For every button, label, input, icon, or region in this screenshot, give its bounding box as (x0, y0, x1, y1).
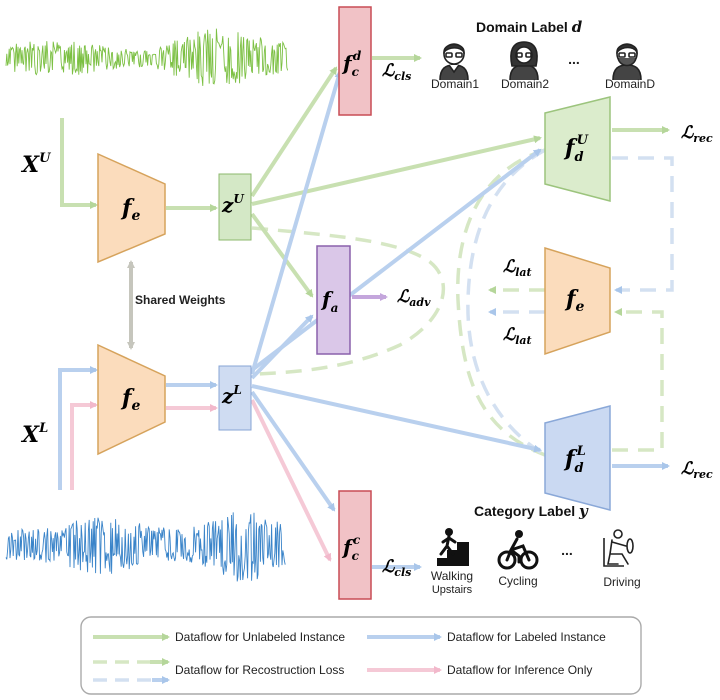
driving-label: Driving (603, 575, 640, 589)
cycling-icon (497, 530, 539, 570)
svg-text:zU: zU (221, 192, 245, 217)
legend-labeled-text: Dataflow for Labeled Instance (447, 630, 606, 644)
svg-text:fe: fe (564, 286, 584, 315)
domaind-avatar-icon (612, 43, 642, 81)
cycling-label: Cycling (498, 574, 537, 588)
svg-text:zL: zL (221, 383, 242, 408)
driving-icon (603, 529, 634, 567)
decoder-unlabeled: fdU (544, 96, 611, 202)
domain-classifier: fcd (338, 6, 372, 116)
labeled-flows (58, 70, 670, 512)
category-cls-loss: ℒcls (382, 557, 411, 579)
latent-zu: zU (218, 173, 252, 241)
labeled-signal-waveform (5, 512, 286, 582)
input-unlabeled-label: XU (20, 151, 51, 178)
walking-label: Walking (431, 569, 473, 583)
domaind-label: DomainD (605, 77, 655, 91)
svg-text:fcd: fcd (341, 49, 362, 79)
domain1-label: Domain1 (431, 77, 479, 91)
svg-text:fe: fe (120, 195, 140, 224)
input-labeled-label: XL (20, 421, 48, 448)
svg-text:fdU: fdU (563, 133, 589, 165)
walking-upstairs-icon (437, 528, 469, 566)
legend-inference-text: Dataflow for Inference Only (447, 663, 592, 677)
lat-loss-unlabeled: ℒlat (503, 257, 532, 279)
legend-unlabeled-text: Dataflow for Unlabeled Instance (175, 630, 345, 644)
decoder-labeled: fdL (544, 405, 611, 511)
latent-encoder: fe (544, 246, 611, 356)
waveform-trace (5, 28, 289, 86)
legend: Dataflow for Unlabeled Instance Dataflow… (80, 616, 642, 695)
category-ellipsis: ... (561, 542, 573, 558)
upstairs-label: Upstairs (432, 584, 473, 596)
legend-reconstruction-text: Dataflow for Recostruction Loss (175, 663, 344, 677)
domain1-avatar-icon (439, 43, 469, 81)
domain2-label: Domain2 (501, 77, 549, 91)
rec-loss-labeled: ℒrec (681, 459, 713, 481)
unlabeled-flows (60, 54, 670, 298)
encoder-unlabeled: fe (97, 152, 166, 264)
reconstruction-flows (251, 148, 674, 457)
svg-text:fe: fe (120, 385, 140, 414)
rec-loss-unlabeled: ℒrec (681, 123, 713, 145)
category-classifier: fcc (338, 490, 372, 600)
lat-loss-labeled: ℒlat (503, 325, 532, 347)
unlabeled-signal-waveform (5, 28, 289, 86)
domain-ellipsis: ... (568, 51, 580, 67)
waveform-trace (5, 512, 286, 582)
svg-text:fcc: fcc (341, 533, 361, 563)
inference-flows (70, 399, 332, 562)
svg-text:fa: fa (320, 287, 338, 315)
domain-label-title: Domain Label d (476, 18, 583, 36)
adv-loss: ℒadv (397, 287, 431, 309)
svg-text:fdL: fdL (563, 444, 586, 476)
adversarial-classifier: fa (316, 245, 351, 355)
encoder-labeled: fe (97, 343, 166, 456)
domain2-avatar-icon (509, 41, 539, 81)
shared-weights-label: Shared Weights (135, 293, 226, 307)
category-label-title: Category Label y (474, 502, 589, 520)
latent-zl: zL (218, 365, 252, 431)
domain-cls-loss: ℒcls (382, 61, 411, 83)
